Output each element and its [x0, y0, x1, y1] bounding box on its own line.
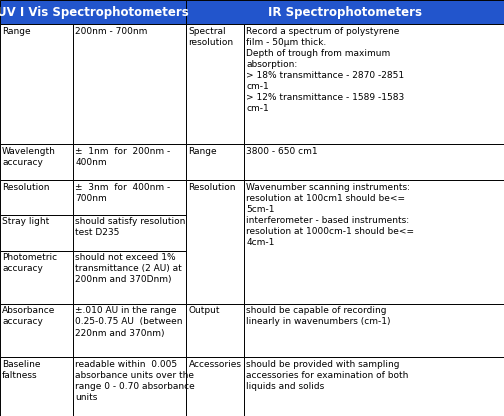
Bar	[73, 304, 186, 357]
Bar	[73, 251, 186, 304]
Text: 3800 - 650 cm1: 3800 - 650 cm1	[246, 147, 318, 156]
Bar	[244, 304, 504, 357]
Text: Baseline
faltness: Baseline faltness	[2, 359, 40, 380]
Bar	[73, 144, 186, 180]
Bar	[73, 180, 186, 215]
Bar	[186, 144, 244, 180]
Text: Resolution: Resolution	[188, 183, 236, 192]
Text: should be capable of recording
linearly in wavenumbers (cm-1): should be capable of recording linearly …	[246, 306, 391, 327]
Text: readable within  0.005
absorbance units over the
range 0 - 0.70 absorbance
units: readable within 0.005 absorbance units o…	[75, 359, 195, 402]
Text: 200nm - 700nm: 200nm - 700nm	[75, 27, 148, 36]
Bar	[244, 357, 504, 416]
Bar	[0, 144, 73, 180]
Text: Wavelength
accuracy: Wavelength accuracy	[2, 147, 56, 167]
Text: should not exceed 1%
transmittance (2 AU) at
200nm and 370Dnm): should not exceed 1% transmittance (2 AU…	[75, 253, 182, 285]
Text: Spectral
resolution: Spectral resolution	[188, 27, 234, 47]
Text: Range: Range	[188, 147, 217, 156]
Bar	[73, 215, 186, 251]
Text: IR Spectrophotometers: IR Spectrophotometers	[268, 5, 422, 19]
Bar	[0, 24, 73, 144]
Text: Wavenumber scanning instruments:
resolution at 100cm1 should be<=
5cm-1
interfer: Wavenumber scanning instruments: resolut…	[246, 183, 414, 247]
Bar	[244, 180, 504, 304]
Text: Photometric
accuracy: Photometric accuracy	[2, 253, 57, 273]
Bar	[0, 304, 73, 357]
Text: Stray light: Stray light	[2, 217, 49, 226]
Text: Record a spectrum of polystyrene
film - 50μm thick.
Depth of trough from maximum: Record a spectrum of polystyrene film - …	[246, 27, 405, 113]
Text: should satisfy resolution
test D235: should satisfy resolution test D235	[75, 217, 185, 238]
Text: Absorbance
accuracy: Absorbance accuracy	[2, 306, 55, 327]
Text: ±  1nm  for  200nm -
400nm: ± 1nm for 200nm - 400nm	[75, 147, 170, 167]
Bar	[186, 0, 504, 24]
Text: Range: Range	[2, 27, 31, 36]
Bar	[244, 180, 504, 215]
Bar	[186, 180, 244, 304]
Bar	[186, 24, 244, 144]
Bar	[0, 357, 73, 416]
Bar	[244, 24, 504, 144]
Bar	[186, 304, 244, 357]
Bar	[186, 180, 244, 215]
Text: ±  3nm  for  400nm -
700nm: ± 3nm for 400nm - 700nm	[75, 183, 170, 203]
Text: UV I Vis Spectrophotometers: UV I Vis Spectrophotometers	[0, 5, 189, 19]
Text: Output: Output	[188, 306, 220, 315]
Bar	[0, 180, 73, 215]
Text: should be provided with sampling
accessories for examination of both
liquids and: should be provided with sampling accesso…	[246, 359, 409, 391]
Bar	[0, 251, 73, 304]
Bar	[73, 357, 186, 416]
Bar	[73, 24, 186, 144]
Bar	[186, 357, 244, 416]
Bar	[244, 144, 504, 180]
Bar	[0, 0, 186, 24]
Text: Accessories: Accessories	[188, 359, 241, 369]
Text: Resolution: Resolution	[2, 183, 49, 192]
Bar	[0, 215, 73, 251]
Text: ±.010 AU in the range
0.25-0.75 AU  (between
220nm and 370nm): ±.010 AU in the range 0.25-0.75 AU (betw…	[75, 306, 182, 337]
